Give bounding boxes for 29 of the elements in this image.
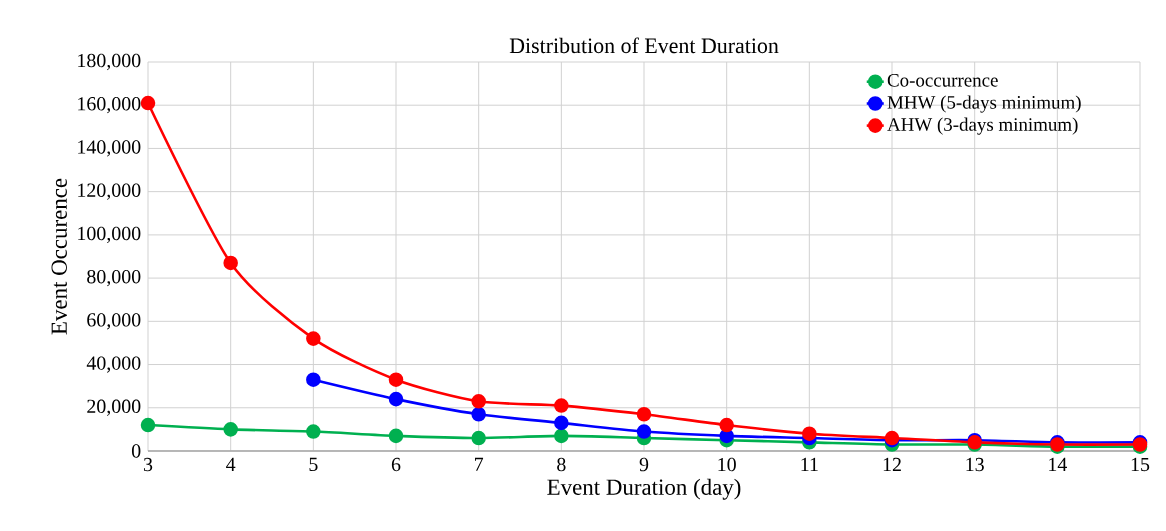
y-tick-label: 40,000 — [86, 356, 141, 373]
y-tick-label: 140,000 — [78, 140, 141, 157]
x-tick-label: 8 — [557, 457, 566, 472]
x-tick-label: 11 — [801, 457, 818, 471]
x-tick-label: 14 — [1049, 457, 1067, 471]
y-tick-label: 100,000 — [78, 226, 141, 244]
y-tick-label: 180,000 — [78, 53, 141, 71]
y-tick-label: 160,000 — [78, 97, 141, 114]
y-tick-label: 120,000 — [78, 183, 141, 200]
x-axis-title: Event Duration (day) — [547, 478, 741, 500]
y-tick-label: 20,000 — [87, 399, 141, 416]
x-tick-label: 12 — [883, 457, 901, 472]
y-tick-label: 80,000 — [87, 269, 141, 287]
legend-label: MHW (5-days minimum) — [887, 95, 1081, 113]
y-tick-label: 60,000 — [87, 313, 141, 330]
y-axis-title: Event Occurence — [51, 178, 67, 335]
legend-label: AHW (3-days minimum) — [887, 117, 1078, 135]
x-tick-label: 13 — [966, 457, 984, 472]
x-tick-label: 3 — [143, 457, 153, 472]
y-tick-label: 0 — [131, 444, 141, 458]
x-tick-label: 7 — [475, 457, 484, 471]
chart-title: Distribution of Event Duration — [509, 37, 779, 54]
x-tick-label: 10 — [718, 457, 736, 472]
legend-label: Co-occurrence — [887, 73, 998, 87]
x-tick-label: 5 — [309, 457, 318, 472]
x-tick-label: 15 — [1131, 457, 1150, 472]
x-tick-label: 4 — [226, 457, 236, 471]
x-tick-label: 9 — [639, 457, 649, 472]
x-tick-label: 6 — [391, 457, 401, 472]
